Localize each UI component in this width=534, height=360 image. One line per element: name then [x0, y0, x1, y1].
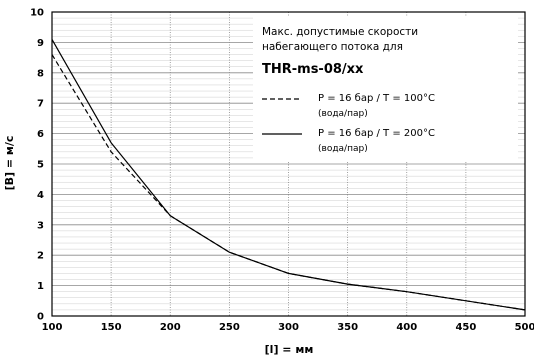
y-tick-label: 8 — [37, 68, 44, 79]
legend-entry-2-sub: (вода/пар) — [318, 144, 368, 154]
x-tick-label: 450 — [455, 322, 476, 333]
y-tick-label: 10 — [30, 8, 44, 19]
x-tick-label: 250 — [219, 322, 240, 333]
legend-title-line-2: набегающего потока для — [262, 41, 403, 53]
y-tick-label: 6 — [37, 129, 44, 140]
legend-entry-1-label: P = 16 бар / T = 100°C — [318, 93, 435, 104]
series-group — [51, 39, 526, 311]
legend-entry-2-label: P = 16 бар / T = 200°C — [318, 128, 435, 139]
y-tick-label: 9 — [37, 38, 44, 49]
y-tick-label: 4 — [37, 190, 44, 201]
plot-frame — [51, 11, 526, 317]
y-axis-label: [В] = м/с — [3, 136, 16, 191]
x-tick-label: 100 — [42, 322, 63, 333]
legend: Макс. допустимые скорости набегающего по… — [253, 17, 518, 161]
y-tick-label: 1 — [37, 281, 44, 292]
x-tick-label: 400 — [396, 322, 417, 333]
y-tick-label: 3 — [37, 220, 44, 231]
y-tick-label: 0 — [37, 312, 44, 323]
x-axis-label: [l] = мм — [265, 343, 314, 356]
tick-labels: 100 150 200 250 300 350 400 450 500 0 1 2 3 4 5 6 7 8 9 10 — [30, 8, 534, 334]
y-tick-label: 7 — [37, 99, 44, 110]
series-line-solid — [51, 39, 526, 311]
y-tick-label: 5 — [37, 160, 44, 171]
x-tick-label: 300 — [278, 322, 299, 333]
y-tick-label: 2 — [37, 251, 44, 262]
legend-background — [253, 17, 518, 161]
x-tick-label: 500 — [515, 322, 534, 333]
legend-model: THR-ms-08/xx — [262, 62, 364, 77]
x-tick-label: 200 — [160, 322, 181, 333]
legend-title-line-1: Макс. допустимые скорости — [262, 26, 418, 38]
legend-entry-1-sub: (вода/пар) — [318, 109, 368, 119]
x-tick-label: 150 — [101, 322, 122, 333]
x-tick-label: 350 — [337, 322, 358, 333]
